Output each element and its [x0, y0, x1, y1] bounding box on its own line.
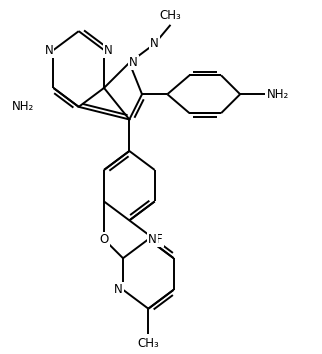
Text: N: N — [104, 44, 113, 57]
Text: F: F — [156, 233, 163, 246]
Text: N: N — [148, 233, 157, 246]
Text: CH₃: CH₃ — [160, 9, 181, 22]
Text: NH₂: NH₂ — [12, 100, 34, 113]
Text: O: O — [99, 233, 109, 246]
Text: N: N — [114, 283, 123, 296]
Text: NH₂: NH₂ — [267, 88, 289, 101]
Text: CH₃: CH₃ — [137, 337, 159, 350]
Text: N: N — [129, 56, 138, 69]
Text: N: N — [45, 44, 53, 57]
Text: N: N — [150, 37, 159, 50]
